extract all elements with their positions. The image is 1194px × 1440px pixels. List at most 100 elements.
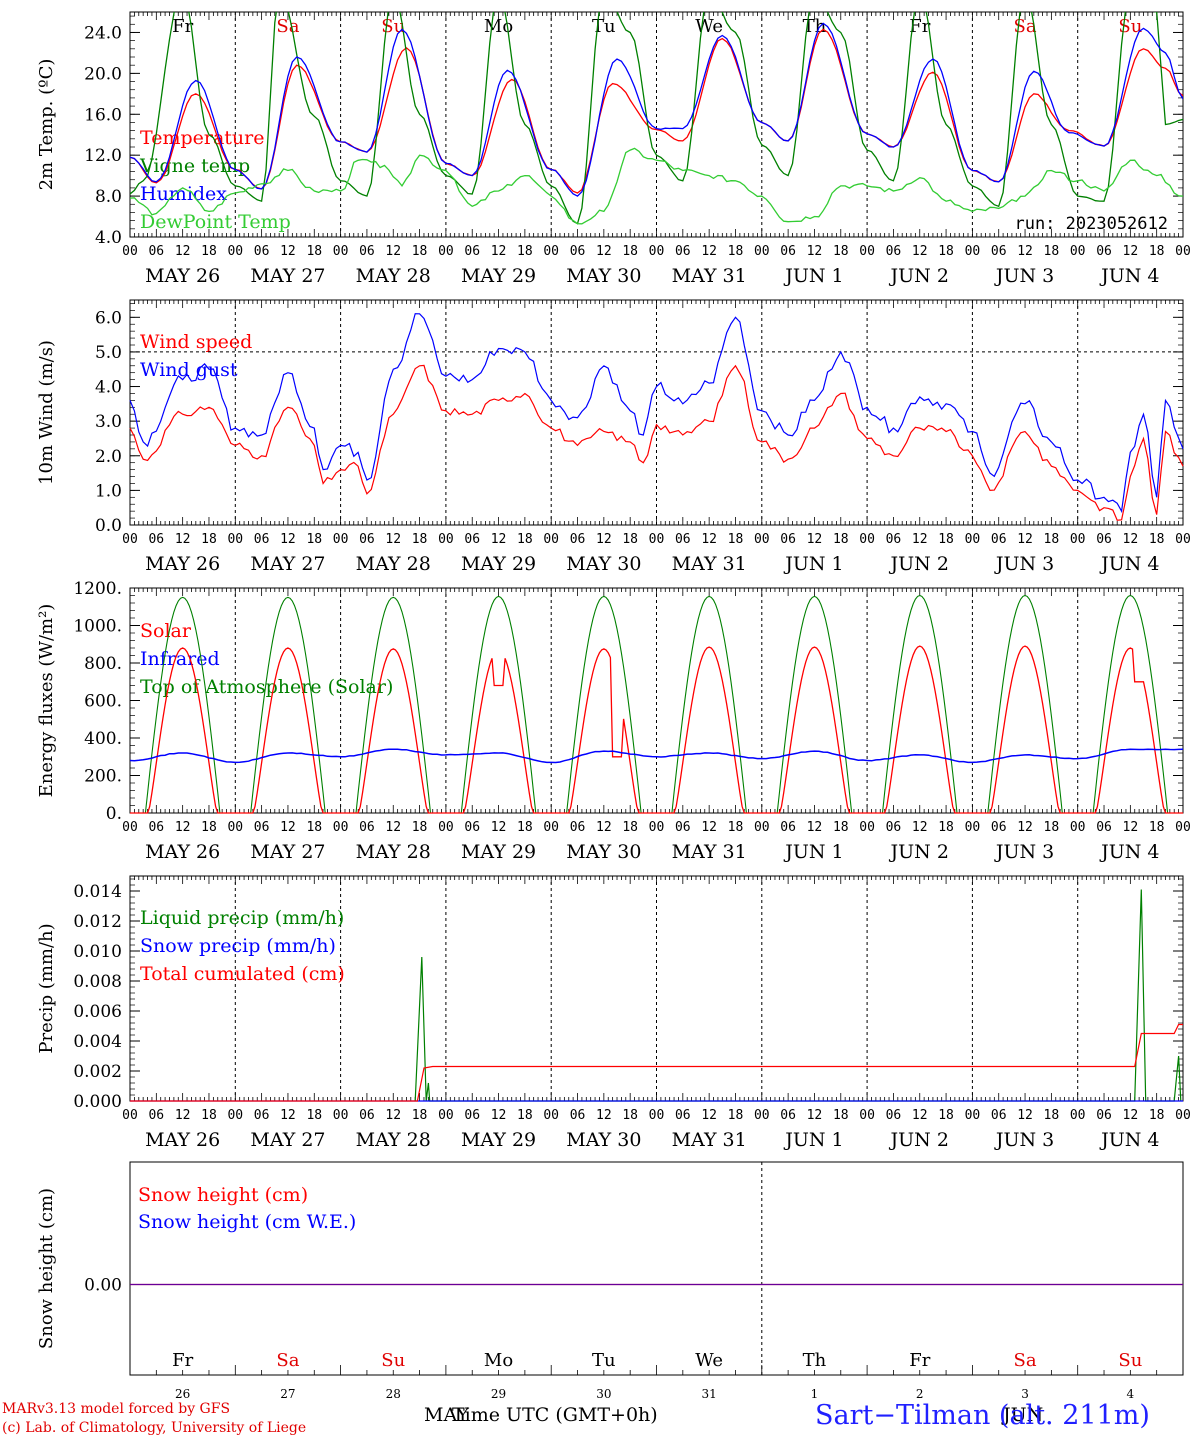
date-label: MAY 30 [566,553,641,575]
hour-tick-label: 00 [227,532,243,547]
weekday-label: Fr [172,16,193,37]
hour-tick-label: 00 [1175,532,1191,547]
y-tick-label: 1000. [73,617,122,637]
hour-tick-label: 00 [1175,1108,1191,1123]
series-line-vigne-temp [130,12,1183,225]
hour-tick-label: 18 [517,244,533,259]
hour-tick-label: 12 [807,1108,823,1123]
hour-tick-label: 06 [464,532,480,547]
hour-tick-label: 18 [306,532,322,547]
day-number-label: 29 [491,1387,506,1401]
y-tick-label: 6.0 [95,308,122,328]
hour-tick-label: 00 [754,244,770,259]
hour-tick-label: 18 [938,244,954,259]
y-tick-label: 0.002 [73,1062,122,1082]
hour-tick-label: 12 [280,820,296,835]
date-label: MAY 30 [566,1129,641,1151]
weekday-label: We [695,16,723,37]
hour-tick-label: 18 [1044,1108,1060,1123]
date-label: MAY 28 [356,1129,431,1151]
hour-tick-label: 00 [333,1108,349,1123]
hour-tick-label: 06 [359,820,375,835]
series-line-infrared [129,748,1184,764]
hour-tick-label: 18 [1044,244,1060,259]
hour-tick-label: 12 [596,1108,612,1123]
day-number-label: 3 [1021,1387,1029,1401]
date-label: MAY 30 [566,841,641,863]
panel-2: 00 06 12 18 MAY 26 00 06 12 18 MAY 27 00 06 12 18 MAY … [36,299,1191,575]
date-label: MAY 29 [461,1129,536,1151]
hour-tick-label: 06 [780,244,796,259]
date-label: MAY 26 [145,265,220,287]
y-tick-label: 1200. [73,579,122,599]
y-axis-label: Precip (mm/h) [36,923,57,1053]
date-label: MAY 31 [672,553,747,575]
hour-tick-label: 00 [965,532,981,547]
date-label: JUN 2 [889,553,949,575]
series-line-humidex [130,22,1183,197]
hour-tick-label: 12 [912,532,928,547]
legend-entry: Liquid precip (mm/h) [140,907,344,929]
hour-tick-label: 00 [438,532,454,547]
hour-tick-label: 18 [1149,532,1165,547]
hour-tick-label: 12 [385,1108,401,1123]
hour-tick-label: 00 [122,244,138,259]
legend-entry: Infrared [140,648,220,670]
hour-tick-label: 06 [464,820,480,835]
hour-tick-label: 00 [227,1108,243,1123]
hour-tick-label: 18 [938,532,954,547]
y-tick-label: 0.014 [73,882,122,902]
hour-tick-label: 06 [780,1108,796,1123]
date-label: MAY 28 [356,265,431,287]
hour-tick-label: 12 [807,820,823,835]
hour-tick-label: 12 [1017,820,1033,835]
day-number-label: 27 [280,1387,295,1401]
hour-tick-label: 06 [780,532,796,547]
legend-entry: Wind gust [140,359,238,381]
hour-tick-label: 12 [385,244,401,259]
series-line-temperature [130,28,1183,194]
hour-tick-label: 00 [859,532,875,547]
hour-tick-label: 00 [227,820,243,835]
hour-tick-label: 12 [1123,820,1139,835]
hour-tick-label: 00 [649,532,665,547]
hour-tick-label: 00 [333,532,349,547]
station-name: Sart−Tilman (alt. 211m) [815,1400,1150,1431]
weekday-label: Sa [276,16,299,37]
hour-tick-label: 06 [570,532,586,547]
legend-entry: Snow precip (mm/h) [140,935,336,957]
hour-tick-label: 00 [754,532,770,547]
hour-tick-label: 12 [491,244,507,259]
day-number-label: 2 [916,1387,924,1401]
hour-tick-label: 12 [1123,1108,1139,1123]
hour-tick-label: 06 [1096,1108,1112,1123]
hour-tick-label: 06 [991,244,1007,259]
hour-tick-label: 18 [622,532,638,547]
hour-tick-label: 00 [1070,1108,1086,1123]
weekday-label: Mo [484,1350,513,1371]
hour-tick-label: 18 [306,1108,322,1123]
date-label: JUN 1 [783,265,843,287]
date-label: JUN 1 [783,1129,843,1151]
hour-tick-label: 18 [728,1108,744,1123]
hour-tick-label: 06 [148,244,164,259]
hour-tick-label: 00 [543,820,559,835]
date-label: JUN 4 [1099,265,1159,287]
hour-tick-label: 12 [596,532,612,547]
hour-tick-label: 18 [517,532,533,547]
hour-tick-label: 12 [701,820,717,835]
hour-tick-label: 06 [359,1108,375,1123]
hour-tick-label: 12 [385,820,401,835]
hour-tick-label: 06 [570,1108,586,1123]
panel-frame [129,587,1184,814]
series-line-wind-speed [129,364,1184,521]
hour-tick-label: 00 [438,1108,454,1123]
hour-tick-label: 12 [1017,1108,1033,1123]
hour-tick-label: 06 [1096,244,1112,259]
hour-tick-label: 00 [754,820,770,835]
y-tick-label: 200. [84,767,122,787]
date-label: JUN 2 [889,265,949,287]
hour-tick-label: 06 [570,820,586,835]
hour-tick-label: 06 [991,532,1007,547]
day-number-label: 31 [702,1387,717,1401]
